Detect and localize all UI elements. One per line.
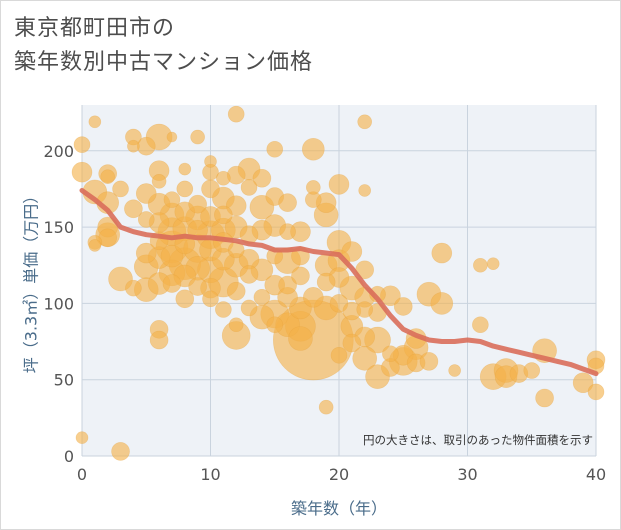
bubble-point [73,136,91,153]
bubble-point [166,131,178,143]
bubble-point [162,274,182,293]
x-tick-label: 30 [457,465,477,484]
bubble-point [357,114,373,130]
bubble-point [240,179,258,196]
bubble-point [419,352,439,371]
y-tick-label: 100 [43,294,74,313]
bubble-point [278,275,297,295]
bubble-point [112,180,129,198]
bubble-point [472,316,489,334]
bubble-point [302,286,324,308]
bubble-point [341,241,363,262]
chart-title: 東京都町田市の 築年数別中古マンション価格 [14,12,313,80]
bubble-point [448,364,461,377]
y-tick-label: 200 [43,142,74,161]
y-tick-label: 150 [43,218,74,237]
bubble-point [301,137,325,161]
bubble-point [228,317,244,333]
x-tick-label: 20 [329,465,349,484]
y-tick-label: 50 [54,371,74,390]
size-legend-note: 円の大きさは、取引のあった物件面積を示す [363,433,593,447]
bubble-point [226,281,246,301]
bubble-point [431,242,453,264]
bubble-point [188,194,207,214]
bubble-point [227,105,245,123]
bubble-point [358,184,372,197]
x-axis-label: 築年数（年） [291,499,387,518]
x-axis-ticks: 0 10 20 30 40 [77,465,606,484]
bubble-point [535,388,554,408]
bubble-point [288,326,313,351]
bubble-point [279,223,296,240]
x-tick-label: 10 [200,465,220,484]
bubble-point [393,297,413,316]
bubble-point [149,330,169,350]
bubble-point [523,362,541,379]
bubble-point [252,168,272,188]
bubble-point [75,431,89,444]
bubble-point [266,140,284,158]
bubble-point [316,272,336,292]
bubble-point [125,279,142,297]
bubble-point [214,205,233,225]
bubble-point [430,292,454,315]
title-line-1: 東京都町田市の [14,16,176,41]
y-axis-label: 坪（3.3㎡）単価（万円） [22,188,41,373]
y-tick-label: 0 [64,447,74,466]
bubble-point [356,301,374,318]
bubble-point [216,170,231,186]
bubble-point [342,333,362,353]
bubble-point [305,180,321,195]
bubble-point [291,266,310,286]
bubble-point [239,265,259,284]
x-tick-label: 40 [586,465,606,484]
bubble-point [215,301,232,318]
bubble-point [100,169,115,185]
bubble-point [163,191,181,208]
bubble-point [111,442,130,461]
trend-line [79,188,599,377]
bubble-point [127,139,140,153]
bubble-point [486,257,500,271]
bubble-point [240,299,258,317]
bubble-point [176,180,194,198]
bubble-point [88,115,102,129]
bubble-point [190,129,205,145]
bubble-point [253,288,271,306]
bubble-point [266,316,284,334]
bubble-point [135,242,157,264]
bubble-point [328,174,350,195]
bubble-point [178,162,192,176]
bubble-point [201,179,220,199]
bubble-point [587,383,605,401]
bubble-point [135,183,157,204]
bubble-point [175,289,195,309]
bubble-point [88,239,102,252]
bubble-point [137,211,155,228]
y-axis-ticks: 0 50 100 150 200 [43,142,74,466]
bubble-point [473,257,488,273]
bubble-point [151,174,167,189]
bubble-point [382,345,399,363]
bubble-point [318,399,334,415]
bubble-point [188,277,207,296]
bubble-point [202,290,219,308]
bubble-point [278,193,297,212]
bubble-point [124,199,143,219]
bubble-point [71,161,93,183]
bubble-point [572,372,594,394]
bubble-point [204,155,217,168]
title-line-2: 築年数別中古マンション価格 [14,50,314,75]
bubble-layer [71,105,606,461]
x-tick-label: 0 [77,465,87,484]
bubble-point [330,346,348,364]
